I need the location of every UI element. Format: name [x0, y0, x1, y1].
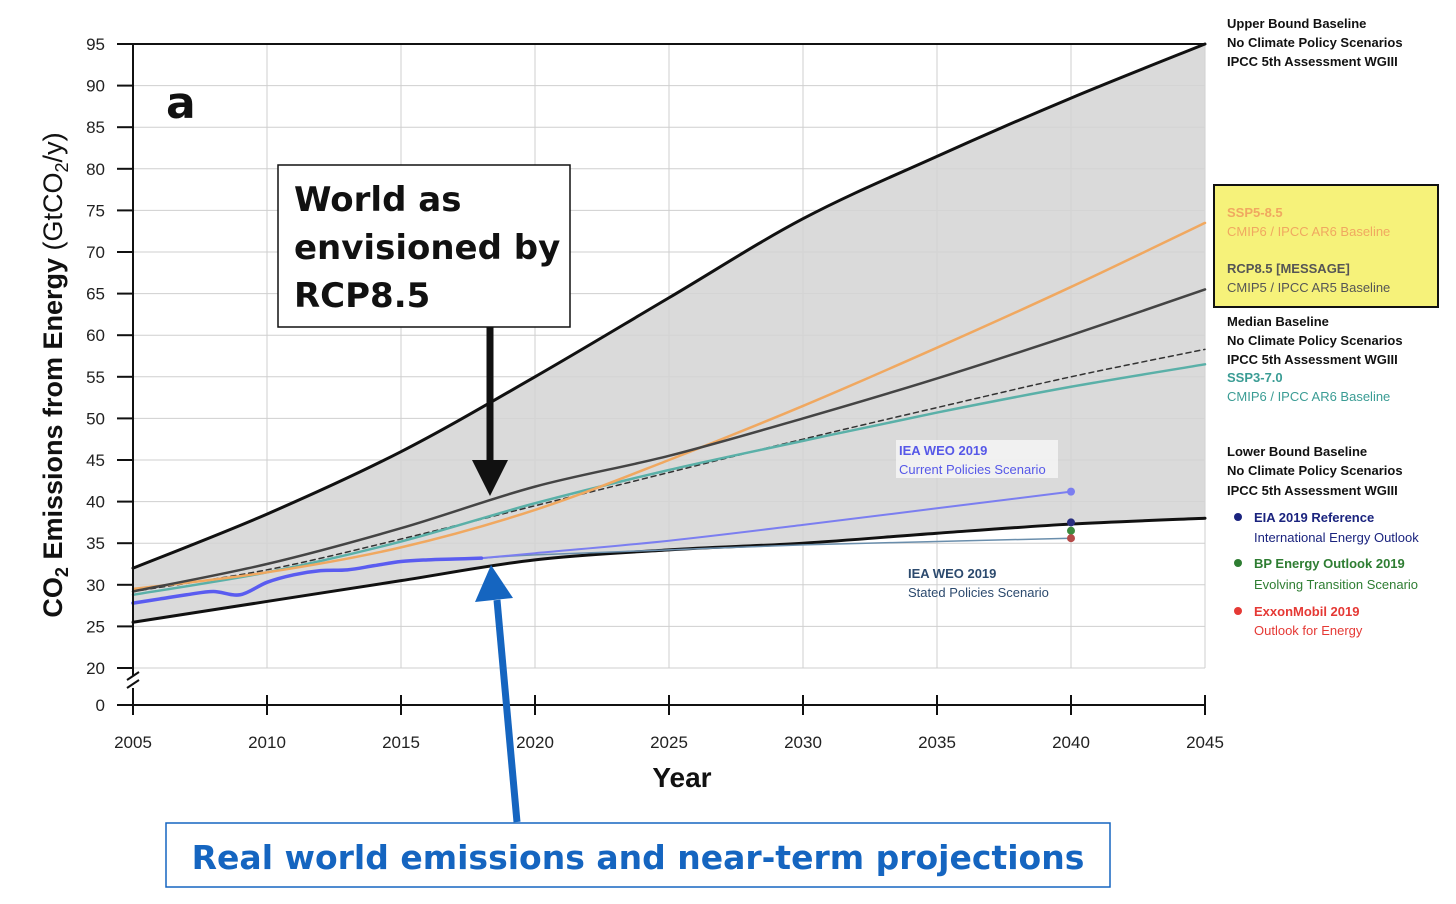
series-line-ssp585 — [131, 221, 1207, 591]
real-world-callout-text: Real world emissions and near-term proje… — [192, 838, 1085, 877]
legend-bp-desc: Evolving Transition Scenario — [1254, 577, 1418, 592]
real-world-callout: Real world emissions and near-term proje… — [165, 565, 1111, 888]
x-tick-label-2045: 2045 — [1186, 733, 1224, 752]
y-tick-label-35: 35 — [86, 534, 105, 553]
series-line-upper_bound — [131, 42, 1207, 570]
series-line-ssp370 — [131, 363, 1207, 597]
x-tick-label-2040: 2040 — [1052, 733, 1090, 752]
y-tick-label-60: 60 — [86, 326, 105, 345]
projection-points — [1067, 487, 1075, 543]
legend-lower-line3: IPCC 5th Assessment WGIII — [1227, 483, 1398, 498]
legend-ssp585-name: SSP5-8.5 — [1227, 205, 1283, 220]
series-line-median — [132, 348, 1206, 593]
legend-lower-line2: No Climate Policy Scenarios — [1227, 463, 1403, 478]
legend-rcp85-desc: CMIP5 / IPCC AR5 Baseline — [1227, 280, 1390, 295]
y-tick-label-85: 85 — [86, 118, 105, 137]
series-line-historical — [131, 556, 484, 605]
legend-eia-desc: International Energy Outlook — [1254, 530, 1419, 545]
axis-break-mark-2 — [126, 679, 140, 689]
y-tick-label-55: 55 — [86, 368, 105, 387]
y-tick-label-75: 75 — [86, 201, 105, 220]
y-tick-label-20: 20 — [86, 659, 105, 678]
legend-eia-marker — [1234, 513, 1242, 521]
legend-rcp85-name: RCP8.5 [MESSAGE] — [1227, 261, 1350, 276]
series-lines — [131, 42, 1207, 624]
legend-bp-name: BP Energy Outlook 2019 — [1254, 556, 1405, 571]
rcp85-callout-box — [277, 164, 571, 328]
rcp85-callout-line3: RCP8.5 — [294, 276, 430, 316]
real-world-arrow-head — [475, 565, 513, 602]
iea-stated-annotation-title: IEA WEO 2019 — [908, 566, 996, 581]
legend-upper-line1: Upper Bound Baseline — [1227, 16, 1366, 31]
y-tick-label-0: 0 — [96, 696, 105, 715]
rcp85-callout: World as envisioned by RCP8.5 — [277, 164, 571, 496]
legend-median-line3: IPCC 5th Assessment WGIII — [1227, 352, 1398, 367]
iea-current-annotation-bg — [896, 440, 1058, 478]
legend-upper-line3: IPCC 5th Assessment WGIII — [1227, 54, 1398, 69]
x-tick-label-2015: 2015 — [382, 733, 420, 752]
legend-exxon-marker — [1234, 607, 1242, 615]
y-tick-label-70: 70 — [86, 243, 105, 262]
x-tick-label-2020: 2020 — [516, 733, 554, 752]
y-tick-label-80: 80 — [86, 160, 105, 179]
x-tick-label-2005: 2005 — [114, 733, 152, 752]
series-line-iea_stated — [480, 537, 1072, 559]
y-tick-label-40: 40 — [86, 493, 105, 512]
iea-current-annotation-title: IEA WEO 2019 — [899, 443, 987, 458]
x-tick-label-2025: 2025 — [650, 733, 688, 752]
y-tick-label-95: 95 — [86, 35, 105, 54]
series-line-iea_current — [480, 490, 1072, 560]
y-tick-label-25: 25 — [86, 617, 105, 636]
real-world-callout-box — [165, 822, 1111, 888]
panel-label: a — [166, 78, 196, 129]
rcp85-callout-line1: World as — [294, 180, 461, 220]
axis-break-mark-1 — [126, 671, 140, 681]
x-tick-labels: 2005 2010 2015 2020 2025 2030 2035 2040 2045 — [114, 733, 1224, 752]
point-iea_current — [1067, 487, 1075, 496]
legend-bp-marker — [1234, 559, 1242, 567]
y-tick-label-45: 45 — [86, 451, 105, 470]
y-tick-label-65: 65 — [86, 285, 105, 304]
legend-upper-line2: No Climate Policy Scenarios — [1227, 35, 1403, 50]
point-eia — [1067, 518, 1075, 527]
point-bp — [1067, 526, 1075, 535]
legend-median-line1: Median Baseline — [1227, 314, 1329, 329]
legend-highlight-box — [1213, 184, 1439, 308]
x-tick-label-2030: 2030 — [784, 733, 822, 752]
legend: Upper Bound Baseline No Climate Policy S… — [1213, 16, 1439, 638]
x-tick-label-2010: 2010 — [248, 733, 286, 752]
legend-median-line2: No Climate Policy Scenarios — [1227, 333, 1403, 348]
x-tick-label-2035: 2035 — [918, 733, 956, 752]
y-tick-label-30: 30 — [86, 576, 105, 595]
iea-current-annotation-desc: Current Policies Scenario — [899, 462, 1046, 477]
y-axis-label: CO2 Emissions from Energy (GtCO2/y) — [38, 132, 72, 617]
y-tick-label-90: 90 — [86, 77, 105, 96]
legend-eia-name: EIA 2019 Reference — [1254, 510, 1374, 525]
legend-ssp370-desc: CMIP6 / IPCC AR6 Baseline — [1227, 389, 1390, 404]
series-line-rcp85 — [131, 288, 1207, 593]
rcp85-callout-arrow-head — [472, 460, 508, 496]
legend-lower-line1: Lower Bound Baseline — [1227, 444, 1367, 459]
legend-exxon-desc: Outlook for Energy — [1254, 623, 1363, 638]
legend-ssp585-desc: CMIP6 / IPCC AR6 Baseline — [1227, 224, 1390, 239]
point-exxon — [1067, 534, 1075, 543]
real-world-arrow-shaft — [493, 599, 521, 823]
y-tick-label-50: 50 — [86, 409, 105, 428]
iea-stated-annotation-desc: Stated Policies Scenario — [908, 585, 1049, 600]
legend-exxon-name: ExxonMobil 2019 — [1254, 604, 1359, 619]
legend-ssp370-name: SSP3-7.0 — [1227, 370, 1283, 385]
x-axis-label: Year — [652, 762, 711, 793]
y-tick-labels: 20 25 30 35 40 45 50 55 60 65 70 75 80 85 90 95 0 — [86, 35, 105, 715]
axes — [117, 43, 1206, 715]
rcp85-callout-line2: envisioned by — [294, 228, 560, 268]
